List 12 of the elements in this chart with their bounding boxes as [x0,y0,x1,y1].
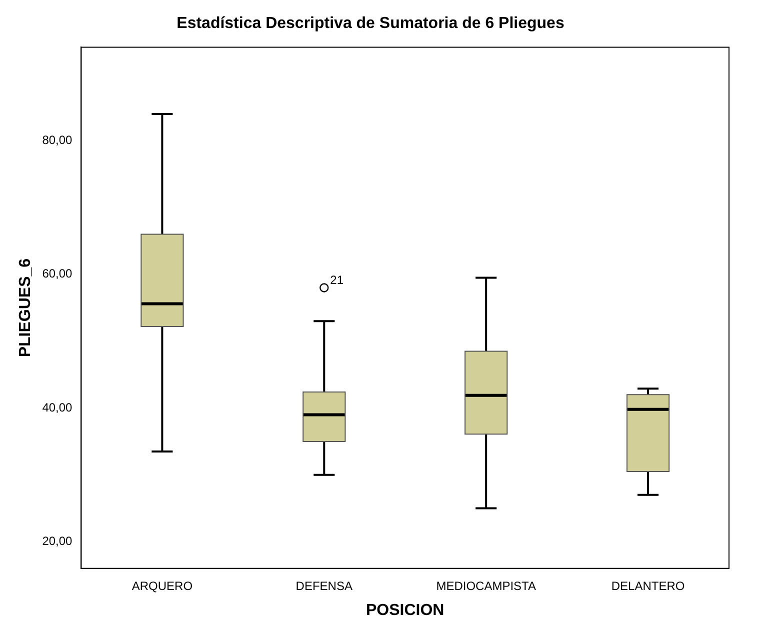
x-tick-label: ARQUERO [132,578,193,593]
x-tick-label: MEDIOCAMPISTA [436,578,536,593]
annotation: 21 [330,273,344,288]
y-tick-label: 20,00 [42,534,73,548]
y-axis-title: PLIEGUES_6 [17,258,34,358]
chart-title: Estadística Descriptiva de Sumatoria de 6 Pliegues [176,15,564,32]
y-tick-label: 60,00 [42,266,73,281]
y-tick-label: 40,00 [42,400,73,414]
x-axis-title: POSICION [366,602,444,619]
x-tick-label: DELANTERO [611,578,685,593]
x-tick-label: DEFENSA [296,578,352,593]
y-tick-label: 80,00 [42,133,73,148]
